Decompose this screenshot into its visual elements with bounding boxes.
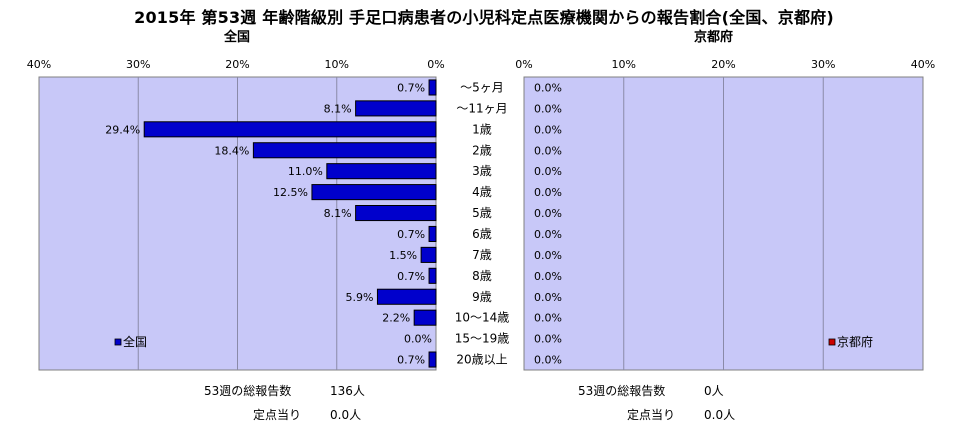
kyoto-per-sentinel-value: 0.0人 — [704, 408, 736, 422]
category-label: 8歳 — [472, 269, 492, 283]
national-bar — [413, 309, 437, 326]
national-bar — [420, 246, 437, 263]
category-label: 2歳 — [472, 143, 492, 157]
national-legend-swatch — [114, 338, 122, 346]
kyoto-x-tick-label: 10% — [612, 58, 636, 71]
chart-title: 2015年 第53週 年齢階級別 手足口病患者の小児科定点医療機関からの報告割合… — [134, 8, 834, 27]
national-value-label: 8.1% — [324, 207, 352, 220]
national-x-tick-label: 20% — [225, 58, 249, 71]
national-value-label: 2.2% — [382, 312, 410, 325]
category-label: 5歳 — [472, 206, 492, 220]
kyoto-value-label: 0.0% — [534, 207, 562, 220]
category-label: 15〜19歳 — [455, 332, 510, 346]
national-value-label: 0.0% — [404, 333, 432, 346]
national-bar — [428, 267, 437, 284]
kyoto-legend-swatch — [828, 338, 836, 346]
kyoto-chart-title: 京都府 — [694, 30, 734, 45]
kyoto-total-label: 53週の総報告数 — [578, 384, 666, 398]
national-value-label: 0.7% — [397, 354, 425, 367]
national-value-label: 8.1% — [324, 102, 352, 115]
national-per-sentinel-value: 0.0人 — [330, 408, 362, 422]
category-label: 20歳以上 — [456, 353, 507, 367]
category-label: 3歳 — [472, 164, 492, 178]
national-total-value: 136人 — [330, 384, 365, 398]
kyoto-value-label: 0.0% — [534, 333, 562, 346]
national-bar — [311, 184, 437, 201]
national-legend-label: 全国 — [123, 334, 147, 349]
national-x-tick-label: 30% — [126, 58, 150, 71]
national-value-label: 18.4% — [214, 144, 249, 157]
national-bar — [428, 225, 437, 242]
category-label: 1歳 — [472, 122, 492, 136]
category-label: 〜11ヶ月 — [456, 101, 507, 115]
kyoto-x-tick-label: 40% — [911, 58, 935, 71]
category-label: 6歳 — [472, 227, 492, 241]
kyoto-value-label: 0.0% — [534, 144, 562, 157]
national-bar — [252, 142, 437, 159]
national-total-label: 53週の総報告数 — [204, 384, 292, 398]
kyoto-x-tick-label: 0% — [515, 58, 532, 71]
national-value-label: 11.0% — [288, 165, 323, 178]
kyoto-value-label: 0.0% — [534, 81, 562, 94]
national-per-sentinel-label: 定点当り — [253, 408, 302, 422]
national-chart-title: 全国 — [224, 30, 251, 45]
kyoto-total-value: 0人 — [704, 384, 724, 398]
national-bar — [326, 163, 437, 180]
kyoto-value-label: 0.0% — [534, 165, 562, 178]
national-bar — [428, 79, 437, 96]
kyoto-x-tick-label: 20% — [711, 58, 735, 71]
category-label: 9歳 — [472, 290, 492, 304]
category-label: 10〜14歳 — [455, 311, 510, 325]
national-bar — [355, 100, 437, 117]
category-label: 〜5ヶ月 — [460, 80, 504, 94]
kyoto-value-label: 0.0% — [534, 312, 562, 325]
national-bar — [376, 288, 437, 305]
national-bar — [143, 121, 437, 138]
kyoto-value-label: 0.0% — [534, 249, 562, 262]
kyoto-value-label: 0.0% — [534, 123, 562, 136]
national-value-label: 0.7% — [397, 270, 425, 283]
national-x-tick-label: 10% — [325, 58, 349, 71]
national-bar — [355, 205, 437, 222]
category-label: 7歳 — [472, 248, 492, 262]
kyoto-value-label: 0.0% — [534, 270, 562, 283]
kyoto-value-label: 0.0% — [534, 354, 562, 367]
national-bar — [428, 351, 437, 368]
kyoto-x-tick-label: 30% — [811, 58, 835, 71]
national-x-tick-label: 40% — [27, 58, 51, 71]
kyoto-value-label: 0.0% — [534, 228, 562, 241]
national-x-tick-label: 0% — [427, 58, 444, 71]
national-value-label: 29.4% — [105, 123, 140, 136]
kyoto-value-label: 0.0% — [534, 291, 562, 304]
kyoto-per-sentinel-label: 定点当り — [627, 408, 676, 422]
national-value-label: 1.5% — [389, 249, 417, 262]
kyoto-value-label: 0.0% — [534, 186, 562, 199]
kyoto-value-label: 0.0% — [534, 102, 562, 115]
national-value-label: 0.7% — [397, 81, 425, 94]
category-label: 4歳 — [472, 185, 492, 199]
kyoto-legend-label: 京都府 — [837, 334, 873, 349]
national-value-label: 5.9% — [345, 291, 373, 304]
national-value-label: 0.7% — [397, 228, 425, 241]
national-value-label: 12.5% — [273, 186, 308, 199]
